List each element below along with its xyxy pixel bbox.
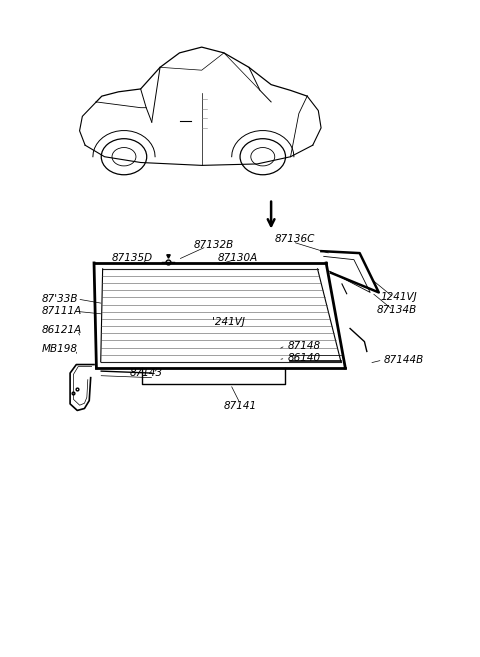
Text: 87134B: 87134B	[377, 305, 417, 315]
Text: 87130A: 87130A	[217, 253, 258, 263]
Text: 87148: 87148	[288, 340, 321, 351]
Text: 87111A: 87111A	[41, 306, 82, 317]
Text: 87141: 87141	[223, 401, 257, 411]
Text: 87136C: 87136C	[275, 235, 315, 244]
Text: MB198: MB198	[41, 344, 77, 355]
Text: 86121A: 86121A	[41, 325, 82, 336]
Text: 87132B: 87132B	[193, 240, 234, 250]
Text: 87144B: 87144B	[384, 355, 424, 365]
Text: 87135D: 87135D	[112, 253, 153, 263]
Text: '241VJ: '241VJ	[212, 317, 244, 327]
Text: 87'33B: 87'33B	[41, 294, 78, 304]
Text: 86140: 86140	[288, 353, 321, 363]
Text: 87143: 87143	[130, 368, 163, 378]
Text: 1241VJ: 1241VJ	[381, 292, 417, 302]
